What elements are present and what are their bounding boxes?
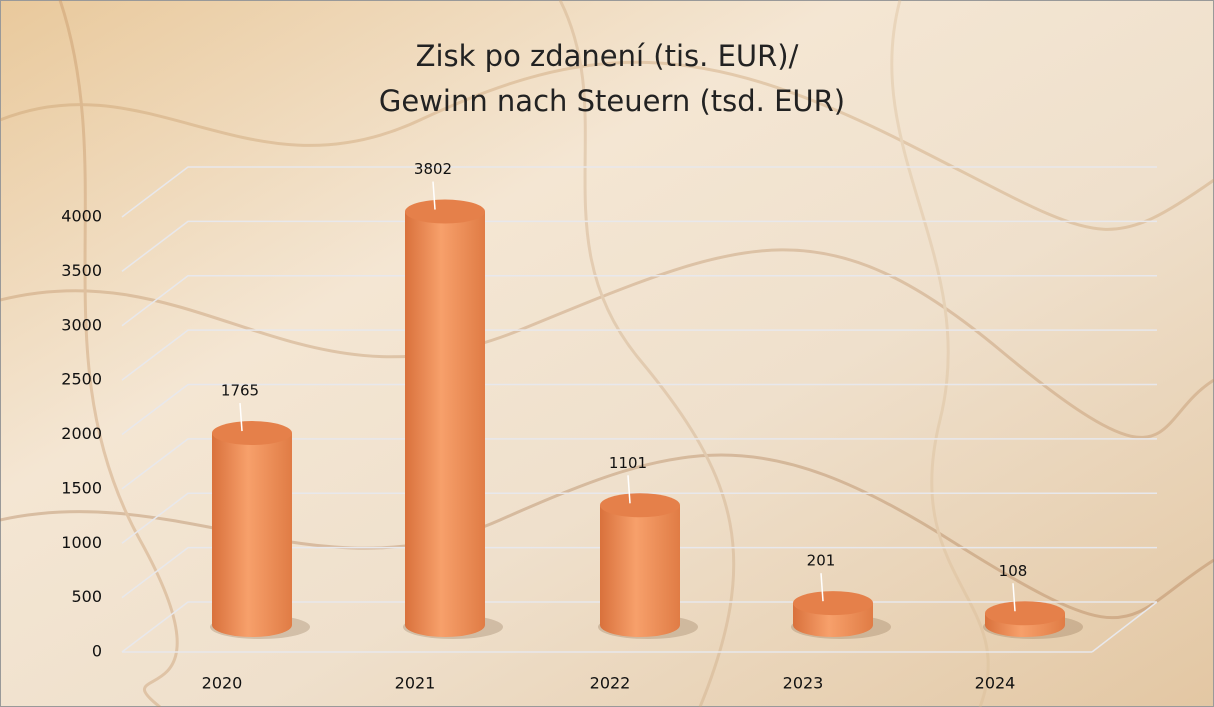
data-label: 201: [807, 552, 836, 570]
grid-line: [121, 546, 1157, 599]
y-tick-label: 0: [92, 642, 102, 661]
y-tick-label: 500: [71, 587, 102, 606]
grid-line: [121, 220, 1157, 272]
leader-line: [627, 475, 631, 504]
grid-line: [121, 438, 1157, 490]
leader-line: [1012, 583, 1016, 612]
data-label: 3802: [414, 160, 452, 178]
x-axis-side: [1091, 601, 1158, 653]
bar-top: [600, 493, 680, 518]
y-tick-label: 3000: [61, 315, 102, 334]
grid-line: [121, 383, 1157, 436]
grid-line: [121, 275, 1157, 327]
chart-title: Zisk po zdanení (tis. EUR)/: [416, 39, 799, 73]
y-tick-label: 4000: [61, 207, 102, 226]
y-tick-label: 1500: [61, 478, 102, 497]
bar-top: [793, 591, 873, 616]
data-label: 108: [999, 562, 1028, 580]
x-tick-label: 2020: [202, 674, 243, 693]
leader-line: [239, 403, 243, 432]
grid-line: [121, 329, 1157, 381]
x-tick-label: 2021: [395, 674, 436, 693]
y-tick-label: 2500: [61, 370, 102, 389]
bar-top: [212, 421, 292, 446]
leader-line: [820, 573, 824, 602]
x-tick-label: 2022: [590, 674, 631, 693]
bar: [600, 505, 680, 637]
x-tick-label: 2023: [783, 674, 824, 693]
grid-line: [121, 166, 1157, 218]
data-label: 1101: [609, 454, 647, 472]
y-tick-label: 1000: [61, 533, 102, 552]
y-tick-label: 2000: [61, 424, 102, 443]
chart-title: Gewinn nach Steuern (tsd. EUR): [379, 84, 845, 118]
y-tick-label: 3500: [61, 261, 102, 280]
x-tick-label: 2024: [975, 674, 1016, 693]
grid-line: [121, 492, 1157, 544]
bar-top: [405, 199, 485, 224]
data-label: 1765: [221, 382, 259, 400]
leader-line: [432, 181, 436, 210]
bar-top: [985, 601, 1065, 626]
bar: [212, 433, 292, 637]
bar: [405, 211, 485, 637]
